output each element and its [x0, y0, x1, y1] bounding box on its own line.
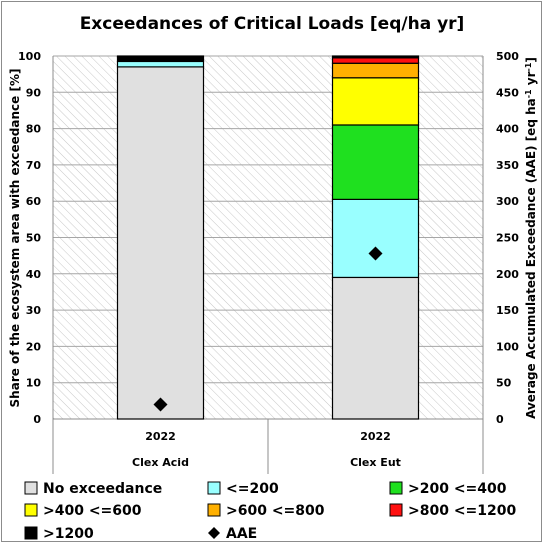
legend-swatch [389, 503, 403, 517]
x-category-year: 2022 [360, 430, 391, 443]
y-tick-right-label: 150 [496, 304, 519, 317]
y-axis-right-title-mid: yr [524, 71, 538, 89]
bar-segment [331, 57, 420, 64]
bar-segment [116, 60, 205, 68]
bar-segment [331, 198, 420, 279]
y-tick-left-label: 0 [33, 413, 41, 426]
legend-swatch [24, 526, 38, 540]
y-tick-left-label: 80 [26, 123, 42, 136]
y-tick-right-label: 0 [496, 413, 504, 426]
legend-label: >400 <=600 [43, 503, 142, 519]
bar-segment [331, 276, 420, 420]
legend-swatch [24, 503, 38, 517]
x-category-label: Clex Acid [132, 456, 189, 469]
y-tick-left-label: 90 [26, 86, 42, 99]
y-tick-left-label: 20 [26, 340, 42, 353]
legend-label: >800 <=1200 [408, 503, 517, 519]
y-axis-right-title-main: Average Accumulated Exceedance (AAE) [eq… [524, 98, 538, 419]
bar-segment [116, 66, 205, 420]
chart-title: Exceedances of Critical Loads [eq/ha yr] [80, 14, 465, 34]
y-tick-right-label: 450 [496, 86, 519, 99]
aae-marker [153, 397, 168, 412]
y-tick-left-label: 50 [26, 232, 42, 245]
y-tick-right-label: 300 [496, 195, 519, 208]
aae-marker [368, 246, 383, 261]
y-axis-right-title-end: ] [524, 57, 538, 62]
y-tick-right-label: 100 [496, 340, 519, 353]
y-axis-right-title-sup1: -1 [524, 89, 533, 98]
y-tick-left-label: 10 [26, 377, 42, 390]
y-tick-left-label: 100 [18, 50, 41, 63]
legend-label: No exceedance [43, 481, 162, 497]
bar-segment [331, 77, 420, 126]
y-tick-left-label: 60 [26, 195, 42, 208]
bar-segment [331, 62, 420, 79]
plot-area: 0 10 20 30 40 50 60 70 80 90 100 0 50 100 150 200 250 300… [18, 50, 519, 474]
y-tick-right-label: 350 [496, 159, 519, 172]
y-axis-right-title-sup2: -1 [524, 62, 533, 71]
bar-segment [331, 55, 420, 59]
x-category-label: Clex Eut [350, 456, 401, 469]
x-category-year: 2022 [145, 430, 176, 443]
y-tick-right-label: 500 [496, 50, 519, 63]
y-tick-right-label: 200 [496, 268, 519, 281]
y-tick-right-label: 250 [496, 232, 519, 245]
legend-label: >600 <=800 [226, 503, 325, 519]
legend-swatch [207, 503, 221, 517]
legend-label: AAE [226, 526, 257, 542]
y-tick-left-label: 70 [26, 159, 42, 172]
legend-swatch [24, 481, 38, 495]
bar-segment [331, 124, 420, 200]
y-tick-left-label: 30 [26, 304, 42, 317]
legend-label: <=200 [226, 481, 279, 497]
legend: No exceedance <=200 >200 <=400 >400 <=600 >6… [24, 481, 517, 542]
legend-aae-marker [208, 527, 220, 539]
y-tick-right-label: 400 [496, 123, 519, 136]
legend-swatch [389, 481, 403, 495]
y-axis-right-title: Average Accumulated Exceedance (AAE) [eq… [524, 57, 538, 419]
legend-label: >200 <=400 [408, 481, 507, 497]
y-tick-left-label: 40 [26, 268, 42, 281]
y-tick-right-label: 50 [496, 377, 512, 390]
legend-label: >1200 [43, 526, 94, 542]
legend-swatch [207, 481, 221, 495]
y-axis-left-title: Share of the ecosystem area with exceeda… [8, 69, 22, 408]
bar-segment [116, 55, 205, 63]
